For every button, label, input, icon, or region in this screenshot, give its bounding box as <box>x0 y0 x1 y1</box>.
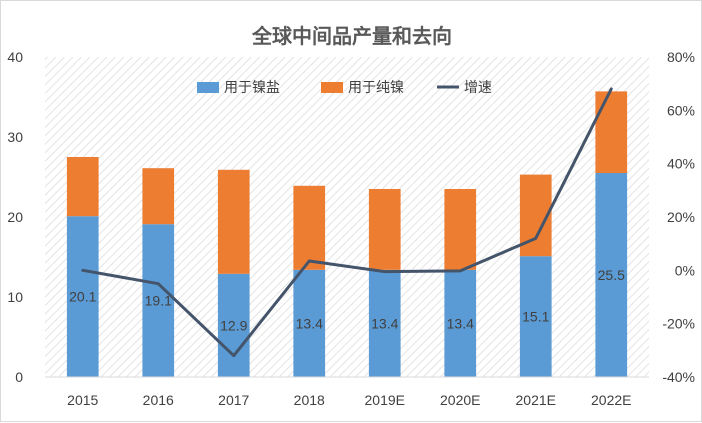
growth-point-1 <box>157 283 159 285</box>
legend-pure-nickel-swatch <box>321 82 343 93</box>
labels-layer: 20.1 19.1 12.9 13.4 13.4 13.4 15.1 25.5 <box>69 267 625 333</box>
legend-growth-label: 增速 <box>464 80 492 96</box>
growth-point-4 <box>384 271 386 273</box>
x-tick-label-4: 2019E <box>365 392 405 408</box>
bar-pure-nickel-0 <box>66 157 99 217</box>
bar-pure-nickel-2 <box>217 169 250 274</box>
legend-nickel-salt-swatch <box>197 82 219 93</box>
legend-nickel-salt-label: 用于镍盐 <box>224 80 280 96</box>
data-label-4: 13.4 <box>371 315 398 331</box>
bar-pure-nickel-3 <box>293 185 326 270</box>
bar-pure-nickel-1 <box>142 168 175 225</box>
y-left-tick-label-2: 20 <box>7 209 23 225</box>
growth-line <box>81 87 613 358</box>
y-right-tick-label-5: 60% <box>667 102 695 118</box>
growth-point-3 <box>308 260 310 262</box>
bar-nickel-salt-5 <box>444 269 477 377</box>
growth-point-5 <box>459 270 461 272</box>
plot-background <box>45 57 649 377</box>
legend-growth: 增速 <box>437 80 492 96</box>
y-right-tick-label-6: 80% <box>667 49 695 65</box>
y-right-tick-label-1: -20% <box>662 316 695 332</box>
growth-point-6 <box>535 237 537 239</box>
bar-nickel-salt-1 <box>142 224 175 377</box>
data-label-0: 20.1 <box>69 289 96 305</box>
bar-pure-nickel-5 <box>444 189 477 270</box>
y-right-tick-label-0: -40% <box>662 369 695 385</box>
legend-pure-nickel-label: 用于纯镍 <box>348 80 404 96</box>
growth-point-2 <box>233 355 235 357</box>
x-tick-label-1: 2016 <box>143 392 174 408</box>
bar-nickel-salt-3 <box>293 269 326 377</box>
axes-layer: 2015 2016 2017 2018 2019E 2020E 2021E 2022E 0 10 2… <box>7 49 695 408</box>
y-right-tick-label-3: 20% <box>667 209 695 225</box>
x-tick-label-2: 2017 <box>218 392 249 408</box>
y-left-tick-label-3: 30 <box>7 129 23 145</box>
data-label-6: 15.1 <box>522 309 549 325</box>
x-tick-label-5: 2020E <box>440 392 480 408</box>
bars-layer <box>66 91 628 377</box>
line-layer <box>81 87 613 358</box>
y-right-tick-label-4: 40% <box>667 156 695 172</box>
data-label-5: 13.4 <box>447 315 474 331</box>
bar-pure-nickel-4 <box>368 189 401 270</box>
y-right-tick-label-2: 0% <box>675 262 695 278</box>
bar-nickel-salt-7 <box>595 173 628 377</box>
y-left-tick-label-0: 0 <box>15 369 23 385</box>
x-tick-label-7: 2022E <box>591 392 631 408</box>
data-label-1: 19.1 <box>145 293 172 309</box>
growth-point-7 <box>610 88 612 90</box>
bar-nickel-salt-2 <box>217 273 250 377</box>
x-tick-label-6: 2021E <box>516 392 556 408</box>
data-label-3: 13.4 <box>296 315 323 331</box>
bar-nickel-salt-6 <box>519 256 552 377</box>
bar-nickel-salt-0 <box>66 216 99 377</box>
data-label-7: 25.5 <box>598 267 625 283</box>
x-tick-label-0: 2015 <box>67 392 98 408</box>
y-left-tick-label-4: 40 <box>7 49 23 65</box>
growth-point-0 <box>82 269 84 271</box>
data-label-2: 12.9 <box>220 317 247 333</box>
legend-pure-nickel: 用于纯镍 <box>321 80 404 96</box>
y-left-tick-label-1: 10 <box>7 289 23 305</box>
bar-pure-nickel-7 <box>595 91 628 173</box>
bar-nickel-salt-4 <box>368 269 401 377</box>
legend: 用于镍盐 用于纯镍 增速 <box>197 80 492 96</box>
chart-title: 全球中间品产量和去向 <box>251 24 452 48</box>
x-tick-label-3: 2018 <box>294 392 325 408</box>
legend-nickel-salt: 用于镍盐 <box>197 80 280 96</box>
